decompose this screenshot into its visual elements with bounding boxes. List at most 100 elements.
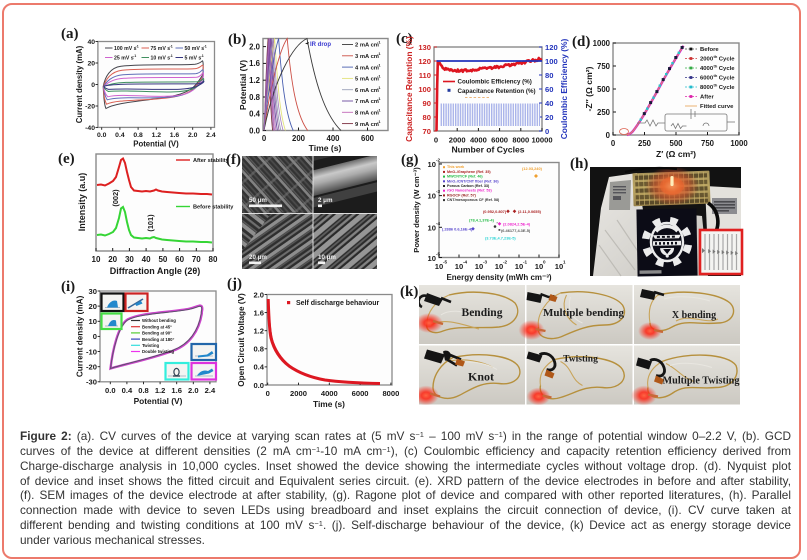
svg-text:5 mV s: 5 mV s bbox=[185, 56, 202, 62]
svg-text:750: 750 bbox=[597, 62, 611, 71]
svg-text:120: 120 bbox=[418, 57, 431, 66]
svg-text:(2.0824,2.5E-4): (2.0824,2.5E-4) bbox=[503, 222, 531, 227]
svg-text:-10: -10 bbox=[86, 347, 97, 356]
svg-text:20: 20 bbox=[545, 113, 553, 122]
svg-text:2000: 2000 bbox=[700, 57, 714, 63]
svg-text:IR drop: IR drop bbox=[310, 42, 331, 48]
svg-text:0: 0 bbox=[266, 389, 270, 398]
svg-text:-20: -20 bbox=[86, 362, 97, 371]
svg-text:Time (s): Time (s) bbox=[313, 399, 345, 409]
svg-text:Coulombic Efficiency (%): Coulombic Efficiency (%) bbox=[559, 39, 569, 140]
svg-text:80: 80 bbox=[545, 71, 553, 80]
svg-text:0.8: 0.8 bbox=[253, 345, 264, 354]
svg-text:-4: -4 bbox=[463, 260, 468, 265]
svg-text:-1: -1 bbox=[377, 119, 381, 124]
svg-text:4000: 4000 bbox=[700, 66, 714, 72]
svg-text:0: 0 bbox=[543, 260, 546, 265]
svg-text:10: 10 bbox=[428, 192, 436, 201]
svg-text:2 μm: 2 μm bbox=[318, 197, 333, 204]
svg-text:Bending: Bending bbox=[462, 307, 503, 319]
svg-text:After: After bbox=[700, 95, 714, 101]
svg-text:Diffraction Angle (2θ): Diffraction Angle (2θ) bbox=[110, 266, 201, 276]
svg-text:60: 60 bbox=[545, 85, 553, 94]
svg-text:10: 10 bbox=[495, 262, 503, 271]
svg-text:1000: 1000 bbox=[730, 139, 748, 148]
svg-text:(3.73E,4.7,23E-5): (3.73E,4.7,23E-5) bbox=[485, 236, 516, 241]
svg-text:10000: 10000 bbox=[531, 136, 552, 145]
svg-text:20: 20 bbox=[108, 255, 117, 264]
svg-text:After stability: After stability bbox=[193, 158, 230, 164]
svg-text:Number of Cycles: Number of Cycles bbox=[451, 145, 524, 155]
svg-text:10: 10 bbox=[555, 262, 563, 271]
svg-text:250: 250 bbox=[597, 108, 611, 117]
svg-text:10: 10 bbox=[428, 223, 436, 232]
svg-text:0: 0 bbox=[611, 139, 616, 148]
svg-text:Energy density (mWh cm⁻³): Energy density (mWh cm⁻³) bbox=[446, 273, 551, 282]
svg-text:Potential (V): Potential (V) bbox=[134, 396, 183, 406]
svg-text:3 mA cm: 3 mA cm bbox=[355, 54, 379, 60]
svg-text:4000: 4000 bbox=[321, 389, 338, 398]
svg-text:7 mA cm: 7 mA cm bbox=[355, 99, 379, 105]
svg-text:4 mA cm: 4 mA cm bbox=[355, 65, 379, 71]
svg-text:1000: 1000 bbox=[593, 39, 611, 48]
svg-text:10: 10 bbox=[89, 317, 97, 326]
svg-text:30: 30 bbox=[89, 287, 97, 296]
svg-text:110: 110 bbox=[419, 71, 431, 80]
svg-text:Porous Carbon (Ref. 33): Porous Carbon (Ref. 33) bbox=[447, 184, 490, 188]
svg-text:10: 10 bbox=[428, 160, 436, 169]
svg-text:200: 200 bbox=[292, 134, 306, 143]
svg-text:-5: -5 bbox=[436, 252, 441, 257]
svg-text:0.4: 0.4 bbox=[115, 132, 125, 139]
svg-text:Bending at 90°: Bending at 90° bbox=[142, 331, 172, 336]
svg-text:-1: -1 bbox=[136, 44, 139, 48]
svg-text:Bending at 45°: Bending at 45° bbox=[142, 324, 172, 329]
svg-text:0.4: 0.4 bbox=[253, 363, 264, 372]
svg-text:(0.952,0.807): (0.952,0.807) bbox=[483, 209, 507, 214]
svg-text:70: 70 bbox=[423, 127, 431, 136]
svg-text:-1: -1 bbox=[377, 108, 381, 113]
svg-text:20: 20 bbox=[89, 302, 97, 311]
svg-text:(2.11,0.0655): (2.11,0.0655) bbox=[518, 209, 542, 214]
svg-text:75 mV s: 75 mV s bbox=[151, 46, 171, 52]
svg-text:Cycle: Cycle bbox=[719, 85, 735, 91]
svg-text:th: th bbox=[714, 83, 718, 88]
svg-text:500: 500 bbox=[669, 139, 683, 148]
svg-text:0: 0 bbox=[91, 82, 95, 89]
svg-text:RGOCF (Ref. 57): RGOCF (Ref. 57) bbox=[447, 193, 477, 197]
svg-text:4000: 4000 bbox=[470, 136, 487, 145]
svg-text:Z′ (Ω cm²): Z′ (Ω cm²) bbox=[656, 149, 696, 159]
svg-text:60: 60 bbox=[175, 255, 184, 264]
svg-text:-1: -1 bbox=[204, 44, 207, 48]
svg-text:2.4: 2.4 bbox=[205, 386, 216, 395]
svg-text:10 μm: 10 μm bbox=[318, 254, 336, 261]
svg-text:Without bending: Without bending bbox=[142, 318, 176, 323]
svg-text:-1: -1 bbox=[133, 54, 136, 58]
svg-text:Twisting: Twisting bbox=[563, 355, 598, 365]
svg-text:Multiple bending: Multiple bending bbox=[543, 307, 624, 319]
svg-text:10: 10 bbox=[428, 254, 436, 263]
svg-text:-1: -1 bbox=[377, 74, 381, 79]
svg-text:2 mA cm: 2 mA cm bbox=[355, 43, 379, 49]
svg-text:1.6: 1.6 bbox=[253, 308, 264, 317]
svg-text:(6.46177,4.3E-5): (6.46177,4.3E-5) bbox=[501, 228, 531, 233]
svg-text:8000: 8000 bbox=[700, 85, 714, 91]
svg-text:10: 10 bbox=[92, 255, 101, 264]
svg-text:0.8: 0.8 bbox=[249, 93, 261, 102]
svg-text:-4: -4 bbox=[436, 221, 441, 226]
svg-text:50: 50 bbox=[158, 255, 167, 264]
svg-text:MnO₂/Graphene (Ref. 35): MnO₂/Graphene (Ref. 35) bbox=[447, 170, 491, 174]
svg-text:-3: -3 bbox=[436, 189, 441, 194]
svg-text:0: 0 bbox=[545, 127, 549, 136]
svg-text:Cycle: Cycle bbox=[719, 57, 735, 63]
svg-text:40: 40 bbox=[142, 255, 151, 264]
svg-text:-1: -1 bbox=[170, 44, 173, 48]
svg-text:-1: -1 bbox=[377, 40, 381, 45]
svg-text:1.6: 1.6 bbox=[249, 59, 261, 68]
svg-text:-2: -2 bbox=[436, 158, 441, 163]
svg-text:1.2: 1.2 bbox=[249, 76, 261, 85]
svg-text:6000: 6000 bbox=[700, 76, 714, 82]
svg-text:9 mA cm: 9 mA cm bbox=[355, 122, 379, 128]
svg-text:50 μm: 50 μm bbox=[249, 197, 267, 204]
svg-text:0.8: 0.8 bbox=[133, 132, 143, 139]
svg-text:CNT/mesoporous CF (Ref. 58): CNT/mesoporous CF (Ref. 58) bbox=[447, 198, 500, 202]
